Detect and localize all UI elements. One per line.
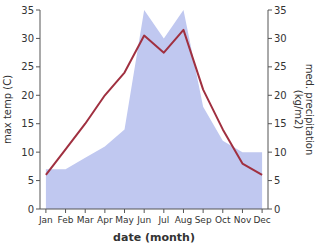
x-tick-label: Jan: [38, 215, 53, 225]
y-tick: [36, 95, 40, 96]
x-tick: [85, 209, 86, 213]
chart-container: 0 5 10 15 20 25 30 35 0 5 10 15 20 25 30 35 Jan FebMarApr…: [0, 0, 318, 247]
x-tick: [262, 209, 263, 213]
y-axis-label: max temp (C): [2, 75, 13, 144]
y-tick-label: 35: [21, 5, 34, 16]
x-tick-label: Jul: [157, 215, 169, 225]
y-tick-label: 25: [21, 61, 34, 72]
y-tick-label: 10: [21, 147, 34, 158]
y2-tick-label: 25: [274, 61, 287, 72]
y2-tick: [268, 10, 272, 11]
y2-tick-label: 0: [274, 204, 280, 215]
chart: 0 5 10 15 20 25 30 35 0 5 10 15 20 25 30 35 Jan FebMarApr…: [0, 0, 318, 247]
y-axis-line: [40, 10, 41, 209]
y2-tick-label: 15: [274, 118, 287, 129]
x-tick: [203, 209, 204, 213]
x-tick-label: Sep: [195, 215, 212, 225]
y2-tick: [268, 66, 272, 67]
x-tick-label: Aug: [175, 215, 193, 225]
x-tick: [144, 209, 145, 213]
x-tick: [45, 209, 46, 213]
x-tick: [65, 209, 66, 213]
x-tick: [163, 209, 164, 213]
plot-area: [46, 10, 262, 209]
y2-tick-label: 20: [274, 90, 287, 101]
x-tick: [242, 209, 243, 213]
y2-tick-label: 35: [274, 5, 287, 16]
y2-tick: [268, 38, 272, 39]
x-tick-label: Mar: [77, 215, 94, 225]
x-tick: [104, 209, 105, 213]
x-tick-label: May: [115, 215, 134, 225]
y2-axis-line: [268, 10, 269, 209]
y-tick: [36, 152, 40, 153]
y-tick: [36, 123, 40, 124]
y-tick: [36, 180, 40, 181]
y2-tick: [268, 180, 272, 181]
y-tick-label: 0: [28, 204, 34, 215]
y-tick-label: 30: [21, 33, 34, 44]
y2-tick-label: 10: [274, 147, 287, 158]
x-tick: [124, 209, 125, 213]
y2-tick-label: 5: [274, 175, 280, 186]
y2-tick: [268, 209, 272, 210]
x-tick-label: Nov: [234, 215, 252, 225]
x-axis-line: [40, 209, 268, 210]
y2-axis-label: med. precipitation(kg/m2): [293, 64, 315, 156]
x-tick-label: Jun: [136, 215, 151, 225]
y2-tick-label: 30: [274, 33, 287, 44]
y2-tick: [268, 123, 272, 124]
x-tick-label: Apr: [97, 215, 113, 225]
temperature-line: [46, 30, 262, 175]
x-tick-label: Feb: [58, 215, 74, 225]
y-tick-label: 20: [21, 90, 34, 101]
x-tick-label: Oct: [215, 215, 231, 225]
y2-tick: [268, 95, 272, 96]
y-tick: [36, 10, 40, 11]
y-tick: [36, 66, 40, 67]
x-tick: [183, 209, 184, 213]
y-tick: [36, 209, 40, 210]
y2-tick: [268, 152, 272, 153]
precipitation-area: [46, 10, 262, 209]
x-axis-label: date (month): [113, 231, 195, 244]
y-tick: [36, 38, 40, 39]
y-tick-label: 5: [28, 175, 34, 186]
x-tick: [222, 209, 223, 213]
y-tick-label: 15: [21, 118, 34, 129]
x-tick-label: Dec: [253, 215, 270, 225]
